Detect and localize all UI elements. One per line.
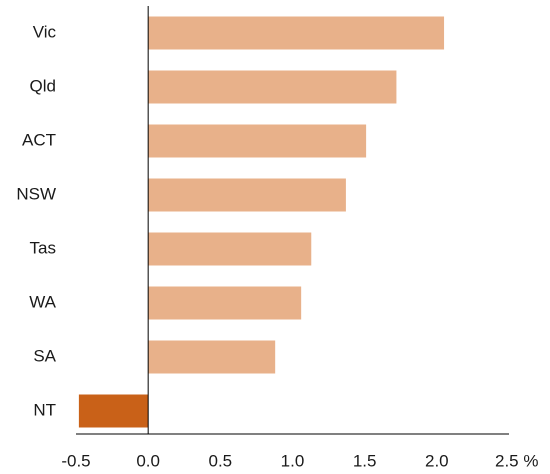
x-tick-label: 2.5 % xyxy=(495,451,538,470)
category-label-sa: SA xyxy=(33,346,56,365)
category-labels: Vic Qld ACT NSW Tas WA SA NT xyxy=(16,22,56,419)
category-label-act: ACT xyxy=(22,130,56,149)
bar-act xyxy=(148,124,367,158)
category-label-nt: NT xyxy=(33,400,56,419)
x-tick-label: 1.5 xyxy=(353,451,377,470)
bar-nsw xyxy=(148,178,346,212)
x-tick-label: 1.0 xyxy=(281,451,305,470)
category-label-nsw: NSW xyxy=(16,184,56,203)
bar-wa xyxy=(148,286,302,320)
bar-qld xyxy=(148,70,397,104)
x-tick-label: 2.0 xyxy=(425,451,449,470)
category-label-qld: Qld xyxy=(30,76,56,95)
category-label-wa: WA xyxy=(29,292,56,311)
bar-sa xyxy=(148,340,276,374)
x-tick-label: 0.5 xyxy=(209,451,233,470)
bars-group xyxy=(78,16,445,428)
category-label-vic: Vic xyxy=(33,22,57,41)
x-tick-label: 0.0 xyxy=(136,451,160,470)
x-axis-ticks: -0.5 0.0 0.5 1.0 1.5 2.0 2.5 % xyxy=(61,451,538,470)
x-tick-label: -0.5 xyxy=(61,451,90,470)
bar-tas xyxy=(148,232,312,266)
category-label-tas: Tas xyxy=(30,238,56,257)
bar-vic xyxy=(148,16,445,50)
bar-nt xyxy=(78,394,149,428)
